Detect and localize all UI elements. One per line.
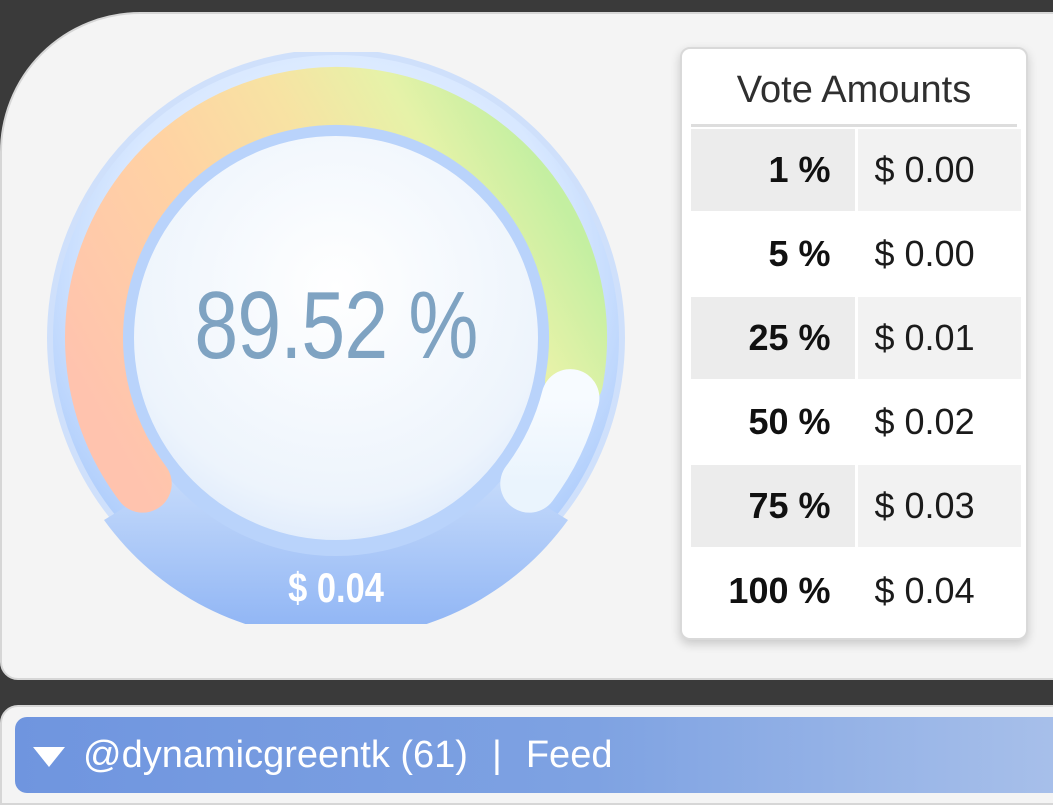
vote-amount-row: 25 % $ 0.01 (691, 295, 1021, 380)
vote-amount-cell: $ 0.02 (856, 379, 1021, 464)
vote-amounts-panel: Vote Amounts 1 % $ 0.00 5 % $ 0.00 25 % … (680, 47, 1028, 640)
vote-percent-cell: 1 % (691, 127, 858, 212)
gauge-remaining-arc (500, 369, 600, 513)
vote-amount-row: 75 % $ 0.03 (691, 463, 1021, 548)
vote-amount-cell: $ 0.00 (856, 127, 1021, 212)
feed-account-label[interactable]: @dynamicgreentk (61) (83, 733, 468, 776)
vote-amount-row: 100 % $ 0.04 (691, 547, 1021, 632)
feed-label[interactable]: Feed (525, 733, 613, 776)
caret-down-icon[interactable] (33, 747, 65, 767)
vote-percent-cell: 100 % (691, 547, 858, 632)
vote-amount-cell: $ 0.03 (856, 463, 1021, 548)
vote-amount-row: 5 % $ 0.00 (691, 211, 1021, 296)
vote-percent-cell: 5 % (691, 211, 858, 296)
vote-percent-cell: 25 % (691, 295, 858, 380)
vote-amount-cell: $ 0.00 (856, 211, 1021, 296)
vote-amounts-title: Vote Amounts (691, 57, 1017, 127)
feed-header-bar[interactable]: @dynamicgreentk (61) | Feed (15, 717, 1053, 793)
vote-percent-cell: 50 % (691, 379, 858, 464)
gauge-graphic (47, 52, 625, 624)
voting-power-percentage: 89.52 % (194, 272, 478, 379)
vote-percent-cell: 75 % (691, 463, 858, 548)
vote-amount-row: 1 % $ 0.00 (691, 127, 1021, 212)
vote-amount-row: 50 % $ 0.02 (691, 379, 1021, 464)
vote-amount-cell: $ 0.04 (856, 547, 1021, 632)
feed-separator: | (491, 733, 502, 776)
gauge-inner-circle (118, 120, 554, 556)
vote-amount-cell: $ 0.01 (856, 295, 1021, 380)
vote-value-amount: $ 0.04 (288, 564, 384, 611)
voting-power-gauge: 89.52 % $ 0.04 (40, 52, 632, 624)
gauge-progress-arc (65, 67, 607, 513)
vote-amounts-table: 1 % $ 0.00 5 % $ 0.00 25 % $ 0.01 50 % $… (691, 127, 1021, 632)
